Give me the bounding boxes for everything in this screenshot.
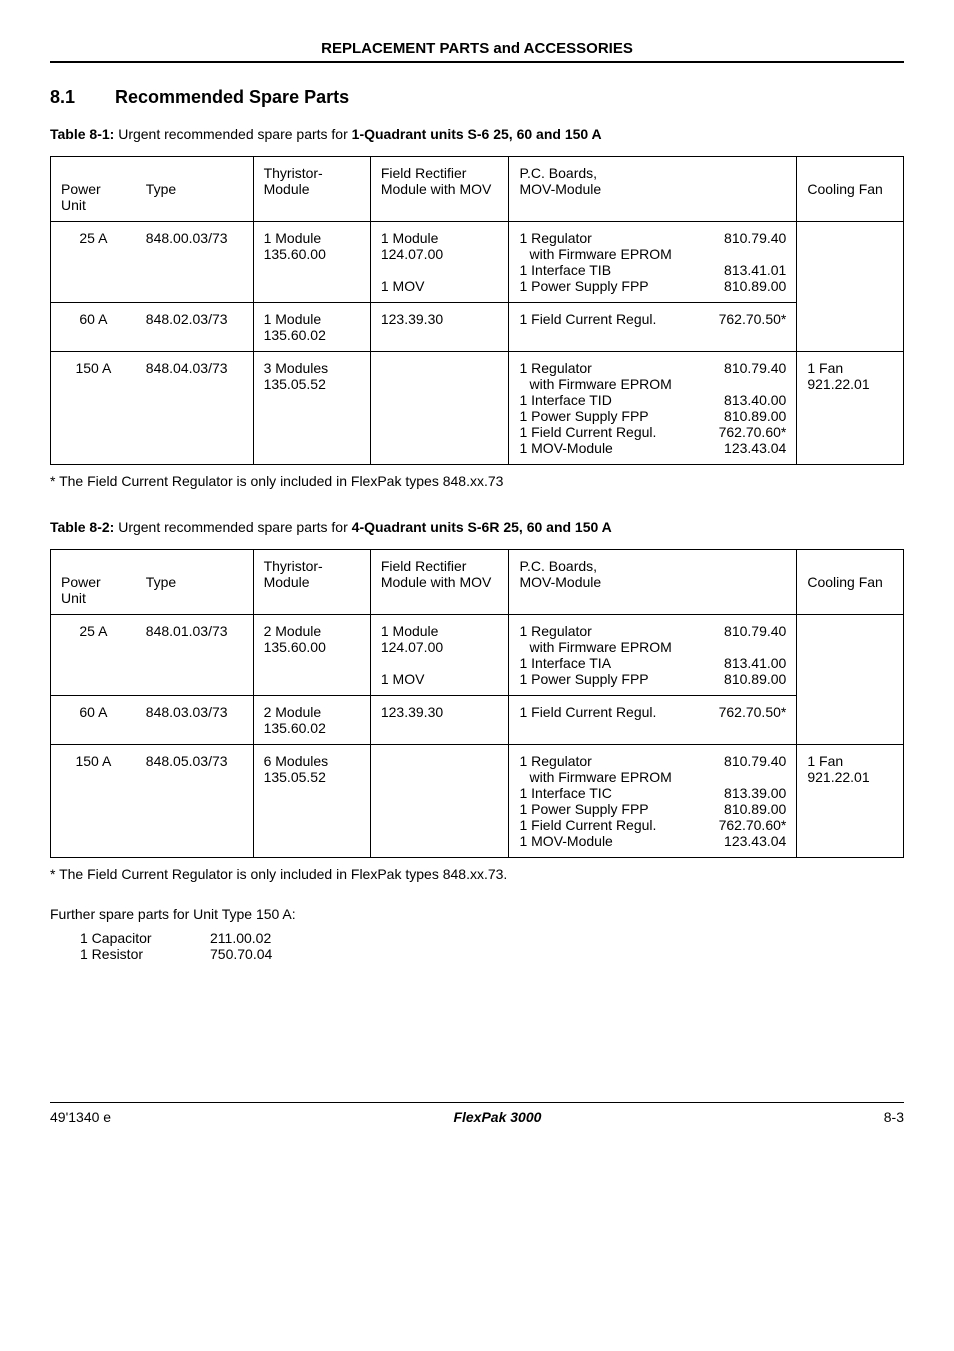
spare-list: 1 Capacitor211.00.021 Resistor750.70.04 bbox=[80, 930, 904, 962]
caption-bold: 4-Quadrant units S-6R 25, 60 and 150 A bbox=[352, 519, 612, 535]
th-power-unit: Power Unit bbox=[51, 157, 136, 222]
spare-name: 1 Capacitor bbox=[80, 930, 210, 946]
footer-center: FlexPak 3000 bbox=[453, 1109, 541, 1125]
cell-fan: 1 Fan921.22.01 bbox=[797, 745, 904, 858]
table-header-row: Power Unit Type Thyristor- Module Field … bbox=[51, 550, 904, 615]
table2-footnote: * The Field Current Regulator is only in… bbox=[50, 866, 904, 882]
th-thyristor: Thyristor- Module bbox=[253, 550, 370, 615]
table1: Power Unit Type Thyristor- Module Field … bbox=[50, 156, 904, 465]
page-footer: 49'1340 e FlexPak 3000 8-3 bbox=[50, 1102, 904, 1125]
th-thyristor: Thyristor- Module bbox=[253, 157, 370, 222]
table1-caption: Table 8-1: Urgent recommended spare part… bbox=[50, 126, 904, 142]
th-field-rectifier: Field Rectifier Module with MOV bbox=[370, 550, 509, 615]
table-row: 150 A848.05.03/736 Modules135.05.52 1 Reg… bbox=[51, 745, 904, 858]
table-row: 60 A848.02.03/731 Module135.60.02123.39.… bbox=[51, 303, 904, 352]
cell-type: 848.02.03/73 bbox=[136, 303, 253, 352]
cell-type: 848.01.03/73 bbox=[136, 615, 253, 696]
th-fan: Cooling Fan bbox=[797, 550, 904, 615]
th-power-unit: Power Unit bbox=[51, 550, 136, 615]
cell-thyristor: 6 Modules135.05.52 bbox=[253, 745, 370, 858]
section-number: 8.1 bbox=[50, 87, 110, 108]
caption-prefix: Table 8-1: bbox=[50, 126, 114, 142]
cell-power-unit: 25 A bbox=[51, 222, 136, 303]
footer-right: 8-3 bbox=[884, 1109, 904, 1125]
table-row: 25 A848.00.03/731 Module135.60.001 Modul… bbox=[51, 222, 904, 303]
section-heading: 8.1 Recommended Spare Parts bbox=[50, 87, 904, 108]
th-type: Type bbox=[136, 550, 253, 615]
cell-thyristor: 2 Module135.60.00 bbox=[253, 615, 370, 696]
cell-pcb: 1 Regulator810.79.40with Firmware EPROM1… bbox=[509, 352, 797, 465]
cell-field-rectifier bbox=[370, 352, 509, 465]
spare-value: 211.00.02 bbox=[210, 930, 271, 946]
table-row: 25 A848.01.03/732 Module135.60.001 Modul… bbox=[51, 615, 904, 696]
th-fan: Cooling Fan bbox=[797, 157, 904, 222]
spare-name: 1 Resistor bbox=[80, 946, 210, 962]
caption-mid: Urgent recommended spare parts for bbox=[114, 126, 351, 142]
caption-mid: Urgent recommended spare parts for bbox=[114, 519, 351, 535]
cell-type: 848.04.03/73 bbox=[136, 352, 253, 465]
table-header-row: Power Unit Type Thyristor- Module Field … bbox=[51, 157, 904, 222]
cell-fan: 1 Fan921.22.01 bbox=[797, 352, 904, 465]
cell-pcb: 1 Regulator810.79.40with Firmware EPROM1… bbox=[509, 222, 797, 303]
table-row: 150 A848.04.03/733 Modules135.05.52 1 Reg… bbox=[51, 352, 904, 465]
table2-caption: Table 8-2: Urgent recommended spare part… bbox=[50, 519, 904, 535]
cell-power-unit: 150 A bbox=[51, 745, 136, 858]
cell-field-rectifier bbox=[370, 745, 509, 858]
table1-footnote: * The Field Current Regulator is only in… bbox=[50, 473, 904, 489]
cell-pcb: 1 Regulator810.79.40with Firmware EPROM1… bbox=[509, 745, 797, 858]
cell-fan bbox=[797, 615, 904, 745]
th-type: Type bbox=[136, 157, 253, 222]
th-pcb: P.C. Boards, MOV-Module bbox=[509, 157, 797, 222]
cell-fan bbox=[797, 222, 904, 352]
cell-thyristor: 3 Modules135.05.52 bbox=[253, 352, 370, 465]
header-title: REPLACEMENT PARTS and ACCESSORIES bbox=[50, 40, 904, 57]
spare-item: 1 Resistor750.70.04 bbox=[80, 946, 904, 962]
cell-thyristor: 1 Module135.60.02 bbox=[253, 303, 370, 352]
section-title: Recommended Spare Parts bbox=[115, 87, 349, 107]
cell-pcb: 1 Regulator810.79.40with Firmware EPROM1… bbox=[509, 615, 797, 696]
cell-field-rectifier: 1 Module124.07.00 1 MOV bbox=[370, 222, 509, 303]
cell-pcb: 1 Field Current Regul.762.70.50* bbox=[509, 303, 797, 352]
caption-bold: 1-Quadrant units S-6 25, 60 and 150 A bbox=[352, 126, 602, 142]
cell-type: 848.05.03/73 bbox=[136, 745, 253, 858]
cell-type: 848.00.03/73 bbox=[136, 222, 253, 303]
page-header: REPLACEMENT PARTS and ACCESSORIES bbox=[50, 40, 904, 63]
cell-power-unit: 25 A bbox=[51, 615, 136, 696]
further-title: Further spare parts for Unit Type 150 A: bbox=[50, 906, 904, 922]
cell-field-rectifier: 123.39.30 bbox=[370, 696, 509, 745]
cell-power-unit: 150 A bbox=[51, 352, 136, 465]
footer-left: 49'1340 e bbox=[50, 1109, 111, 1125]
th-field-rectifier: Field Rectifier Module with MOV bbox=[370, 157, 509, 222]
spare-value: 750.70.04 bbox=[210, 946, 272, 962]
th-pcb: P.C. Boards, MOV-Module bbox=[509, 550, 797, 615]
cell-pcb: 1 Field Current Regul.762.70.50* bbox=[509, 696, 797, 745]
cell-power-unit: 60 A bbox=[51, 696, 136, 745]
caption-prefix: Table 8-2: bbox=[50, 519, 114, 535]
spare-item: 1 Capacitor211.00.02 bbox=[80, 930, 904, 946]
cell-thyristor: 1 Module135.60.00 bbox=[253, 222, 370, 303]
table-row: 60 A848.03.03/732 Module135.60.02123.39.… bbox=[51, 696, 904, 745]
cell-field-rectifier: 123.39.30 bbox=[370, 303, 509, 352]
cell-power-unit: 60 A bbox=[51, 303, 136, 352]
cell-type: 848.03.03/73 bbox=[136, 696, 253, 745]
cell-thyristor: 2 Module135.60.02 bbox=[253, 696, 370, 745]
cell-field-rectifier: 1 Module124.07.00 1 MOV bbox=[370, 615, 509, 696]
table2: Power Unit Type Thyristor- Module Field … bbox=[50, 549, 904, 858]
